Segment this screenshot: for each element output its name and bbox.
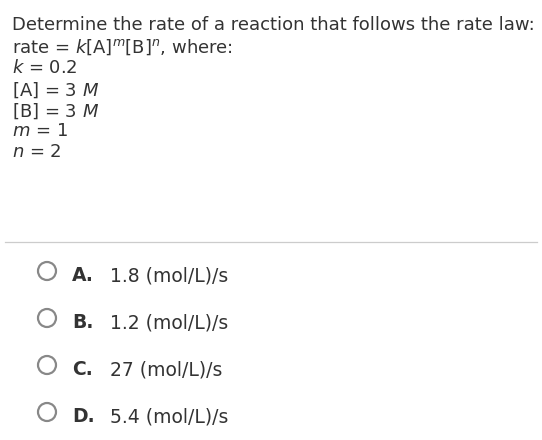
Text: [B] = 3 $\it{M}$: [B] = 3 $\it{M}$: [12, 101, 99, 121]
Text: 1.8 (mol/L)/s: 1.8 (mol/L)/s: [98, 266, 228, 285]
Text: 5.4 (mol/L)/s: 5.4 (mol/L)/s: [98, 407, 228, 426]
Text: $m$ = 1: $m$ = 1: [12, 122, 68, 140]
Text: 27 (mol/L)/s: 27 (mol/L)/s: [98, 360, 222, 379]
Text: $n$ = 2: $n$ = 2: [12, 143, 62, 161]
Text: B.: B.: [72, 313, 93, 332]
Text: rate = $k$[A]$^{m}$[B]$^{n}$, where:: rate = $k$[A]$^{m}$[B]$^{n}$, where:: [12, 37, 233, 56]
Text: 1.2 (mol/L)/s: 1.2 (mol/L)/s: [98, 313, 228, 332]
Text: C.: C.: [72, 360, 93, 379]
Text: $k$ = 0.2: $k$ = 0.2: [12, 59, 77, 77]
Text: D.: D.: [72, 407, 95, 426]
Text: A.: A.: [72, 266, 94, 285]
Text: Determine the rate of a reaction that follows the rate law:: Determine the rate of a reaction that fo…: [12, 16, 535, 34]
Text: [A] = 3 $\it{M}$: [A] = 3 $\it{M}$: [12, 80, 99, 99]
